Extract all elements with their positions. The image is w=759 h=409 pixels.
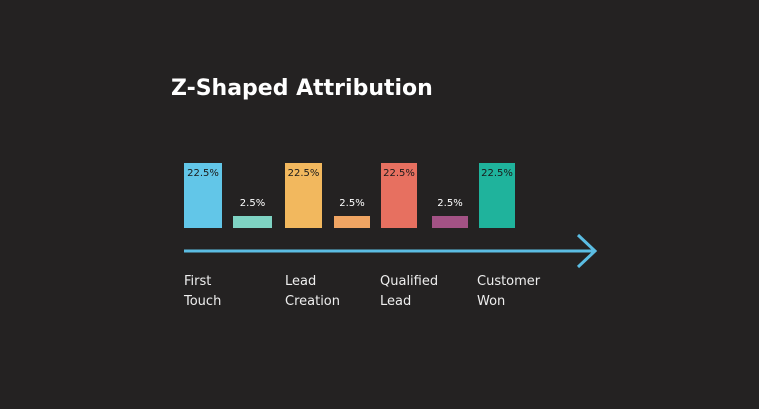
stage-label: Lead Creation	[285, 274, 341, 309]
bar-value-label: 22.5%	[481, 168, 513, 179]
bar: 2.5%	[233, 198, 272, 228]
stage-label: Customer Won	[477, 274, 541, 309]
arrow-head-icon	[576, 233, 598, 269]
bar: 22.5%	[184, 163, 222, 228]
bar: 2.5%	[334, 198, 370, 228]
bar: 22.5%	[381, 163, 417, 228]
bar-value-label: 22.5%	[287, 168, 320, 179]
bar: 22.5%	[285, 163, 322, 228]
bar: 2.5%	[432, 198, 468, 228]
bar-value-label: 2.5%	[339, 198, 365, 209]
chart-title: Z-Shaped Attribution	[171, 76, 433, 101]
stage-label: Qualified Lead	[380, 274, 439, 309]
bar-value-label: 2.5%	[437, 198, 463, 209]
bar-value-label: 22.5%	[383, 168, 415, 179]
bar-value-label: 2.5%	[239, 198, 266, 209]
bar: 22.5%	[479, 163, 515, 228]
bar-value-label: 22.5%	[187, 168, 219, 179]
stage-label: First Touch	[184, 274, 222, 309]
